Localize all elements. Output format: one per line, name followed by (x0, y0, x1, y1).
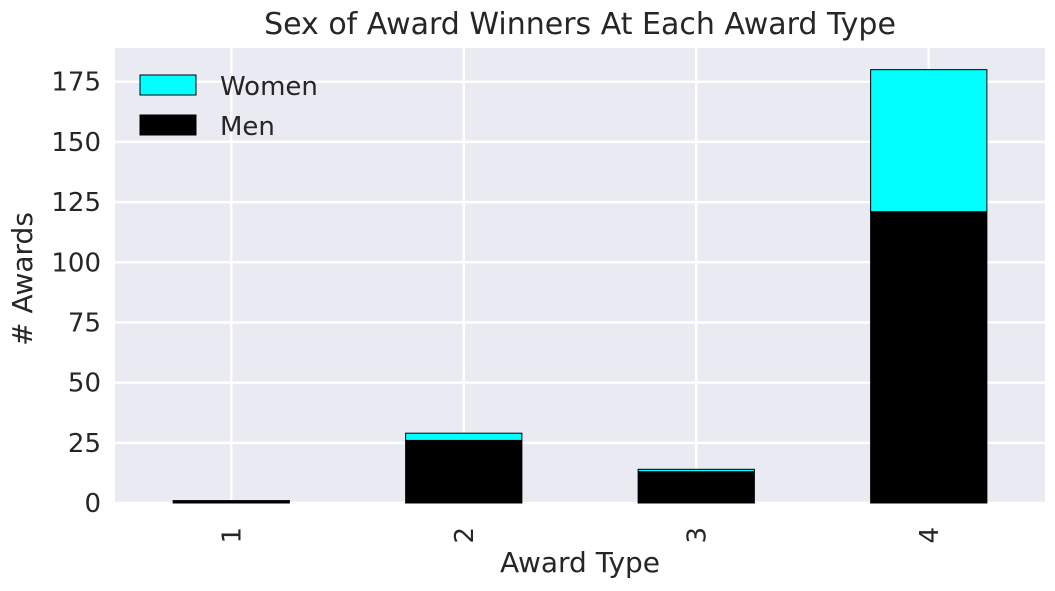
x-tick-label: 2 (450, 527, 480, 544)
y-tick-label: 125 (51, 188, 101, 218)
legend-label-women: Women (220, 72, 318, 102)
bar-men-1 (172, 500, 290, 504)
x-tick-label: 4 (915, 527, 945, 544)
bar-men-4 (870, 211, 988, 504)
y-tick-label: 0 (84, 489, 101, 519)
bar-women-3 (637, 468, 755, 473)
y-tick-label: 75 (68, 308, 101, 338)
y-tick-label: 100 (51, 248, 101, 278)
x-axis-label: Award Type (500, 546, 660, 579)
y-axis-label: # Awards (6, 212, 39, 346)
x-tick-label: 1 (217, 527, 247, 544)
y-tick-label: 50 (68, 369, 101, 399)
bar-men-2 (405, 439, 523, 504)
y-tick-label: 150 (51, 128, 101, 158)
legend-swatch-men (139, 114, 197, 136)
y-tick-label: 175 (51, 68, 101, 98)
legend-label-men: Men (220, 112, 275, 142)
bar-women-4 (870, 69, 988, 213)
y-tick-label: 25 (68, 429, 101, 459)
x-tick-label: 3 (682, 527, 712, 544)
legend-swatch-women (139, 74, 197, 96)
bar-women-2 (405, 432, 523, 441)
bar-men-3 (637, 471, 755, 504)
chart-title: Sex of Award Winners At Each Award Type (264, 7, 896, 42)
